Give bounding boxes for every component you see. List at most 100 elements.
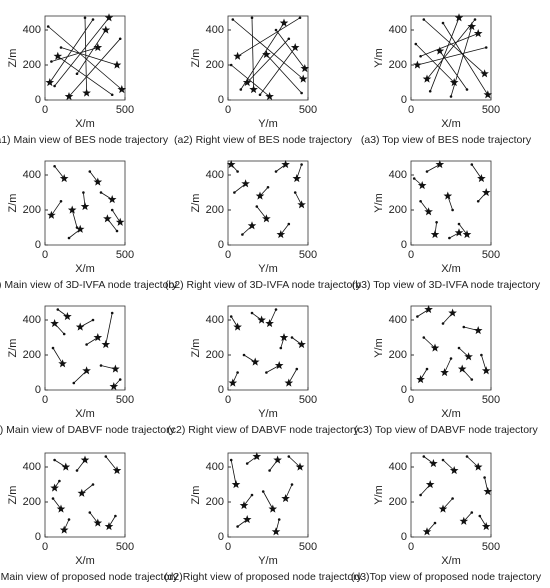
node-start	[82, 191, 85, 194]
node-start	[465, 88, 469, 91]
node-end-star	[279, 333, 289, 342]
node-start	[419, 199, 422, 203]
node-start	[250, 311, 254, 315]
node-end-star	[112, 466, 122, 475]
caption: (a3) Top view of BES node trajectory	[361, 134, 532, 146]
node-start	[51, 497, 55, 500]
x-tick-label: 0	[408, 104, 414, 116]
node-start	[414, 42, 418, 46]
node-start	[419, 493, 422, 497]
node-end-star	[279, 18, 289, 27]
node-start	[91, 483, 95, 486]
node-end-star	[417, 181, 427, 190]
node-end-star	[67, 205, 77, 214]
x-axis-label: X/m	[441, 263, 461, 275]
node-start	[295, 367, 299, 371]
node-end-star	[93, 177, 103, 186]
node-start	[67, 236, 71, 240]
y-tick-label: 400	[23, 169, 41, 181]
node-end-star	[231, 480, 241, 489]
node-start	[85, 343, 88, 346]
node-end-star	[467, 22, 477, 31]
trajectory-line	[415, 17, 489, 97]
node-end-star	[300, 64, 310, 73]
node-start	[67, 518, 71, 521]
node-start	[236, 170, 239, 173]
node-start	[250, 16, 254, 20]
node-end-star	[281, 494, 290, 503]
node-start	[99, 191, 103, 194]
node-start	[412, 177, 416, 180]
node-start	[470, 163, 474, 166]
node-end-star	[242, 515, 252, 524]
node-start	[277, 518, 281, 521]
trajectory-line	[420, 456, 489, 533]
node-start	[72, 381, 76, 385]
y-tick-label: 0	[35, 239, 41, 251]
node-end-star	[425, 480, 435, 489]
node-start	[62, 332, 66, 336]
node-start	[239, 88, 243, 91]
node-start	[457, 222, 461, 226]
node-end-star	[480, 69, 489, 78]
y-tick-label: 0	[218, 94, 224, 106]
y-axis-label: Z/m	[190, 49, 202, 68]
node-start	[245, 462, 249, 465]
y-tick-label: 200	[206, 59, 224, 71]
node-start	[58, 479, 61, 483]
y-axis-label: Z/m	[190, 194, 202, 213]
node-end-star	[473, 29, 483, 38]
plot-box	[44, 160, 126, 246]
node-start	[419, 54, 422, 58]
node-start	[422, 18, 426, 21]
y-axis-label: Y/m	[373, 48, 385, 68]
y-tick-label: 200	[389, 496, 407, 508]
node-start	[110, 93, 114, 97]
node-end-star	[262, 214, 271, 223]
y-tick-label: 0	[401, 94, 407, 106]
node-end-star	[109, 382, 119, 391]
node-end-star	[462, 230, 472, 239]
x-tick-label: 500	[116, 541, 134, 553]
caption: (a1) Main view of BES node trajectory	[0, 134, 169, 146]
x-tick-label: 0	[42, 394, 48, 406]
node-end-star	[430, 230, 440, 239]
x-tick-label: 500	[116, 249, 134, 261]
y-tick-label: 400	[206, 169, 224, 181]
node-start	[425, 367, 429, 371]
x-tick-label: 0	[408, 541, 414, 553]
x-axis-label: X/m	[441, 408, 461, 420]
plot-box	[410, 452, 492, 538]
node-start	[484, 46, 488, 49]
y-tick-label: 400	[23, 461, 41, 473]
node-start	[290, 336, 294, 339]
node-end-star	[440, 368, 449, 377]
node-start	[83, 16, 87, 20]
x-axis-label: X/m	[75, 263, 95, 275]
caption: (b3) Top view of 3D-IVFA node trajectory	[352, 279, 541, 291]
node-start	[287, 222, 291, 226]
plot-box	[44, 452, 126, 538]
node-end-star	[449, 78, 459, 87]
y-tick-label: 200	[389, 204, 407, 216]
y-tick-label: 0	[35, 94, 41, 106]
x-tick-label: 0	[225, 541, 231, 553]
node-start	[279, 346, 283, 350]
node-end-star	[101, 25, 111, 34]
x-tick-label: 0	[42, 541, 48, 553]
y-tick-label: 0	[35, 531, 41, 543]
node-start	[425, 170, 429, 173]
y-tick-label: 400	[206, 24, 224, 36]
trajectory-line	[52, 309, 121, 387]
node-start	[435, 220, 438, 224]
node-end-star	[473, 326, 483, 335]
node-start	[242, 353, 246, 357]
y-axis-label: Z/m	[7, 339, 19, 358]
node-end-star	[103, 214, 112, 223]
node-end-star	[422, 74, 432, 83]
node-start	[268, 469, 271, 472]
node-end-star	[448, 308, 457, 317]
y-axis-label: Z/m	[190, 486, 202, 505]
node-start	[75, 469, 79, 472]
x-tick-label: 500	[299, 394, 317, 406]
